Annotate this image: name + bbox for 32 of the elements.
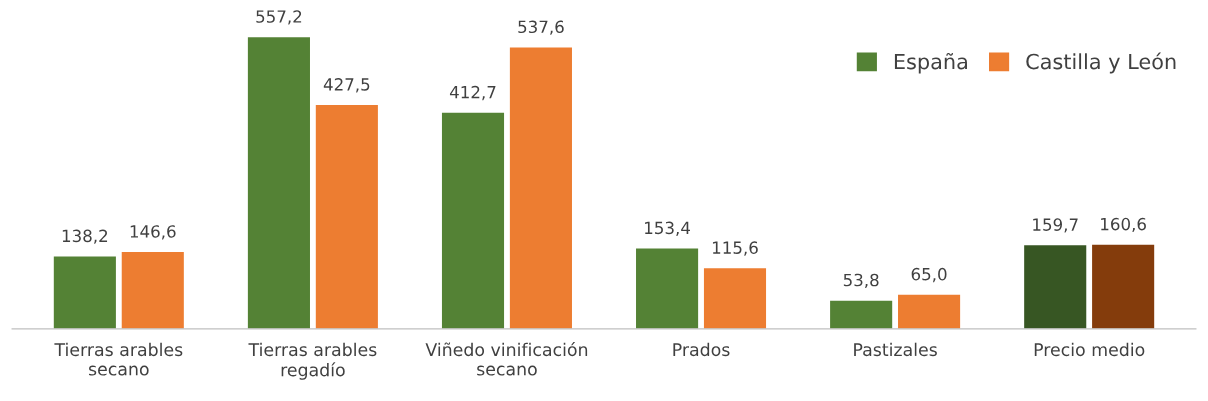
data-label: 115,6 (712, 241, 758, 256)
x-tick-label: Pastizales (854, 342, 937, 357)
data-label: 146,6 (130, 225, 176, 240)
data-label: 160,6 (1101, 217, 1146, 233)
bar (898, 294, 961, 329)
bar (830, 300, 893, 329)
x-tick-label: Prados (673, 342, 730, 357)
x-tick-label: Precio medio (1034, 342, 1145, 357)
bar (53, 256, 116, 329)
bar (509, 47, 572, 329)
x-tick-label: Tierras arables regadío (248, 342, 377, 380)
x-tick-label: Tierras arables secano (54, 342, 183, 376)
data-label: 65,0 (911, 267, 947, 283)
data-label: 138,2 (62, 229, 108, 244)
bar (636, 248, 699, 329)
data-label: 537,6 (518, 20, 564, 35)
bar (1092, 244, 1155, 329)
data-label: 557,2 (256, 10, 302, 25)
bar (121, 252, 184, 329)
data-label: 153,4 (645, 221, 690, 236)
data-label: 412,7 (449, 85, 496, 101)
data-label: 53,8 (843, 273, 879, 289)
data-label: 159,7 (1033, 218, 1078, 233)
bar (247, 37, 310, 329)
legend-label: España (894, 52, 967, 74)
bar (315, 105, 378, 329)
legend-label: Castilla y León (1026, 52, 1176, 74)
bar (1024, 245, 1087, 329)
data-label: 427,5 (323, 78, 370, 93)
bar (703, 268, 767, 329)
x-tick-label: Viñedo vinificación secano (425, 342, 588, 376)
bar (441, 112, 505, 329)
